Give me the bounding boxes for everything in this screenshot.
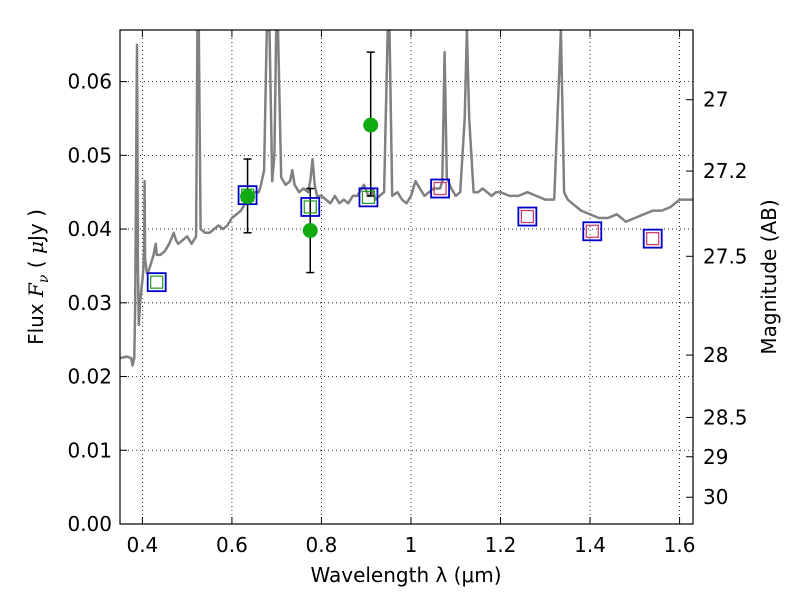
plot-frame <box>119 29 694 525</box>
x-tick-label: 1 <box>405 533 418 557</box>
x-axis-label: Wavelength λ (μm) <box>310 563 501 587</box>
model-photometry-point <box>646 232 660 246</box>
model-photometry-point <box>150 275 164 289</box>
y-axis-label-symbol: F <box>24 282 48 298</box>
right-tick-label: 27.5 <box>703 244 748 268</box>
right-tick-label: 28.5 <box>703 405 748 429</box>
y-axis-label-text-2: ( <box>24 254 48 275</box>
right-tick-label: 28 <box>703 343 728 367</box>
observed-point <box>363 117 379 133</box>
y-axis-label-text-1: Flux <box>24 297 48 345</box>
template-photometry-point <box>300 197 321 217</box>
grid-lines <box>120 30 693 524</box>
axis-ticks: 0.4 0.6 0.8 1 1.2 1.4 1.6 0.00 0.01 0.02 0.03 0.04 0… <box>67 30 748 557</box>
y-axis-label-text-3: Jy ) <box>24 209 48 243</box>
y-axis-label-mu: μ <box>24 241 48 254</box>
y-tick-label: 0.04 <box>67 217 112 241</box>
template-photometry-point <box>642 228 663 249</box>
y-tick-label: 0.00 <box>67 512 112 536</box>
x-tick-label: 1.4 <box>574 533 606 557</box>
template-photometry-point <box>358 187 379 208</box>
observed-point <box>240 189 256 205</box>
y-axis-label-subscript: ν <box>36 274 52 283</box>
model-photometry-point <box>361 190 376 204</box>
y-tick-label: 0.05 <box>67 143 112 167</box>
y-tick-label: 0.06 <box>67 70 112 94</box>
y-tick-label: 0.02 <box>67 365 112 389</box>
template-photometry-point <box>146 272 167 293</box>
x-tick-label: 0.4 <box>126 533 158 557</box>
right-tick-label: 27 <box>703 88 728 112</box>
y-tick-label: 0.03 <box>67 291 112 315</box>
right-axis-label: Magnitude (AB) <box>757 199 781 354</box>
right-tick-label: 29 <box>703 445 728 469</box>
observed-point <box>302 223 318 239</box>
right-tick-label: 30 <box>703 485 728 509</box>
right-tick-label: 27.2 <box>703 159 748 183</box>
y-tick-label: 0.01 <box>67 438 112 462</box>
x-tick-label: 0.6 <box>216 533 248 557</box>
template-photometry-point <box>582 221 603 242</box>
model-photometry-point <box>303 200 317 214</box>
model-photometry-point <box>585 224 599 238</box>
x-tick-label: 1.2 <box>485 533 517 557</box>
plot-area <box>120 30 693 367</box>
model-photometry-point <box>520 209 534 224</box>
template-photometry-point <box>430 178 450 199</box>
template-photometry-point <box>517 206 538 227</box>
x-tick-label: 0.8 <box>306 533 338 557</box>
template-spectrum-line <box>120 30 693 367</box>
model-photometry-point <box>433 181 447 196</box>
template-photometry-point <box>237 185 258 206</box>
y-axis-label: Flux Fν ( μJy ) <box>24 209 52 345</box>
x-tick-label: 1.6 <box>664 533 696 557</box>
